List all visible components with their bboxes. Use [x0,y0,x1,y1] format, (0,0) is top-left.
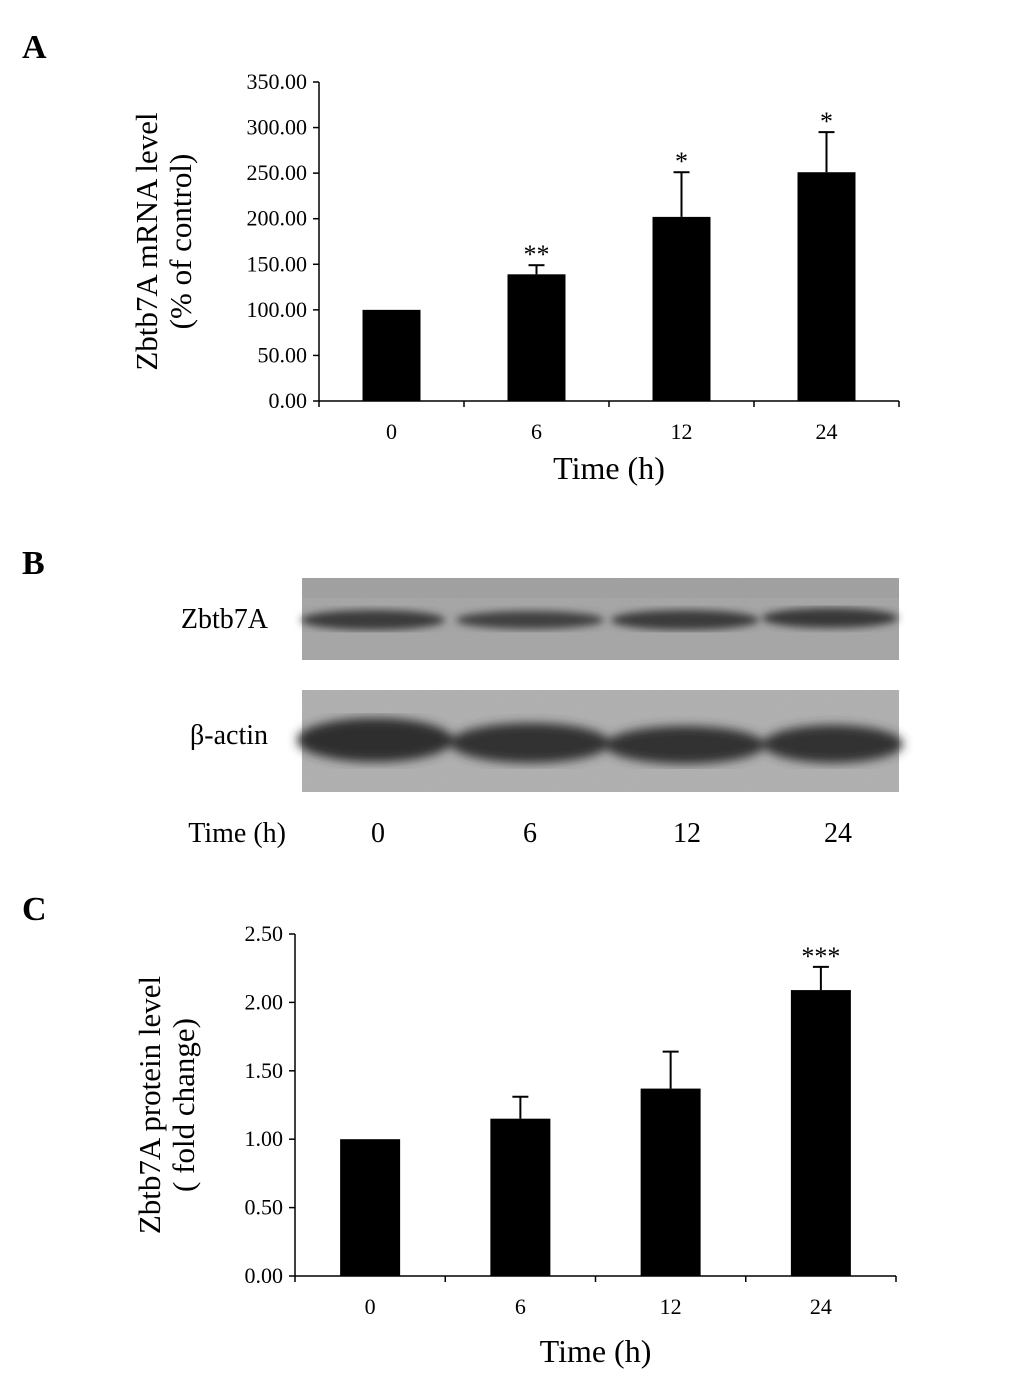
panel-b-letter: B [22,545,45,582]
panel-a-letter: A [22,29,47,66]
x-tick-label: 24 [810,1294,832,1319]
y-tick-label: 2.00 [245,989,284,1014]
y-axis-label: ( fold change) [166,1018,201,1192]
significance-marker: ** [524,240,550,269]
blot-strip-zbtb7a [301,578,899,660]
chart-a: 0.00 50.00 100.00 150.00 200.00 250.00 300.00 3… [129,69,900,486]
x-tick-label: 12 [660,1294,682,1319]
blot-row-label-zbtb7a: Zbtb7A [181,604,269,635]
y-tick-label: 150.00 [247,251,308,276]
bar [340,1139,401,1276]
y-tick-label: 250.00 [247,160,308,185]
y-tick-label: 100.00 [247,297,308,322]
blot-lane-label: 6 [523,818,537,849]
band-zbtb7a-lane-12 [611,610,759,630]
y-tick-label: 50.00 [258,342,308,367]
x-axis-label: Time (h) [540,1333,652,1369]
bar [652,216,711,401]
blot-row-label-beta-actin: β-actin [190,720,268,751]
bar [790,990,851,1276]
x-tick-label: 0 [386,419,397,444]
band-zbtb7a-lane-6 [456,611,604,629]
western-blot: Zbtb7A β-actin Time (h) 0 6 12 24 [181,578,903,849]
bar [362,309,421,401]
y-axis-label: Zbtb7A protein level [132,976,167,1234]
band-zbtb7a-lane-0 [301,610,445,630]
x-tick-label: 6 [531,419,542,444]
chart-c: 0.00 0.50 1.00 1.50 2.00 2.50 0 6 12 *** 24 Time (h… [132,921,897,1369]
bar [640,1088,701,1276]
blot-lane-label: 12 [673,818,701,849]
bar [797,172,856,401]
y-tick-label: 2.50 [245,921,284,946]
x-tick-label: 12 [671,419,693,444]
significance-marker: *** [801,942,840,971]
band-zbtb7a-lane-24 [762,608,898,628]
panel-c-letter: C [22,891,47,928]
bar [507,274,566,401]
band-actin-lane-24 [763,725,903,763]
band-actin-lane-6 [450,723,610,763]
blot-time-label: Time (h) [188,818,286,849]
x-tick-label: 24 [816,419,838,444]
y-tick-label: 350.00 [247,69,308,94]
y-tick-label: 300.00 [247,115,308,140]
y-tick-label: 0.00 [245,1263,284,1288]
y-tick-label: 0.50 [245,1195,284,1220]
x-tick-label: 0 [365,1294,376,1319]
band-actin-lane-0 [297,718,453,762]
x-axis-label: Time (h) [553,450,665,486]
band-actin-lane-12 [605,726,765,764]
y-axis-label: (% of control) [163,154,198,330]
significance-marker: * [675,147,688,176]
y-axis-label: Zbtb7A mRNA level [129,112,164,370]
y-tick-label: 200.00 [247,206,308,231]
bar [490,1118,551,1276]
significance-marker: * [820,107,833,136]
blot-lane-label: 0 [371,818,385,849]
y-tick-label: 1.00 [245,1126,284,1151]
y-tick-label: 0.00 [269,388,308,413]
blot-lane-label: 24 [824,818,852,849]
x-tick-label: 6 [515,1294,526,1319]
y-tick-label: 1.50 [245,1058,284,1083]
blot-strip-beta-actin [297,690,903,792]
